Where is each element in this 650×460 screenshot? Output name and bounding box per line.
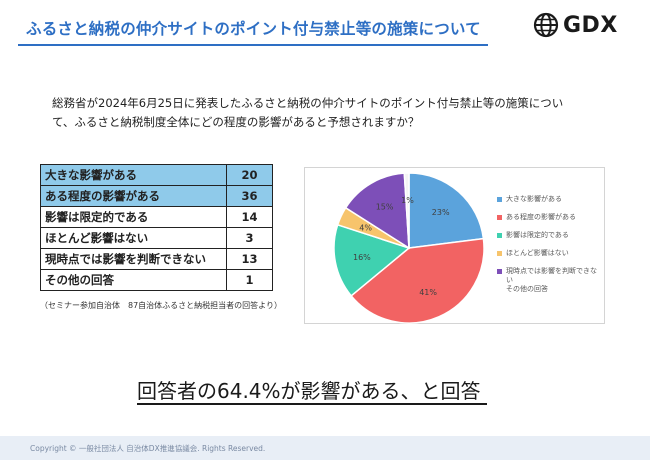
pie-slice <box>350 237 485 324</box>
legend-label: その他の回答 <box>506 285 548 293</box>
table-row: 現時点では影響を判断できない 13 <box>40 248 273 270</box>
row-label: 大きな影響がある <box>40 164 227 186</box>
slice-label: 23% <box>432 208 450 217</box>
conclusion-text: 回答者の64.4%が影響がある、と回答 <box>137 379 481 403</box>
copyright-text: Copyright © 一般社団法人 自治体DX推進協議会. Rights Re… <box>30 444 266 453</box>
source-note: （セミナー参加自治体 87自治体ふるさと納税担当者の回答より） <box>40 301 283 310</box>
title-underline <box>18 44 488 46</box>
row-value: 20 <box>226 164 273 186</box>
slice-label: 4% <box>359 224 372 233</box>
legend-label: 影響は限定的である <box>506 231 569 239</box>
legend-label: 現時点では影響を判断できない <box>506 267 597 284</box>
row-label: その他の回答 <box>40 269 227 291</box>
pie-slice <box>403 172 410 249</box>
row-value: 36 <box>226 185 273 207</box>
legend-label: ある程度の影響がある <box>506 213 576 221</box>
conclusion-underline <box>137 403 487 405</box>
pie-slice <box>344 172 410 250</box>
results-table: 大きな影響がある 20 ある程度の影響がある 36 影響は限定的である 14 ほ… <box>40 164 273 291</box>
legend-label: ほとんど影響はない <box>506 249 569 257</box>
globe-icon <box>533 12 559 38</box>
row-value: 14 <box>226 206 273 228</box>
slice-label: 15% <box>376 203 394 212</box>
gdx-logo: GDX <box>533 12 633 40</box>
legend-item: ある程度の影響がある <box>497 213 601 222</box>
legend-swatch <box>497 287 502 292</box>
slice-label: 16% <box>353 253 371 262</box>
legend-swatch <box>497 215 502 220</box>
pie-chart: 23% 41% 16% 4% 15% 1% <box>333 172 485 324</box>
legend-swatch <box>497 251 502 256</box>
question-line: 総務省が2024年6月25日に発表したふるさと納税の仲介サイトのポイント付与禁止… <box>52 96 564 110</box>
page-title: ふるさと納税の仲介サイトのポイント付与禁止等の施策について <box>26 20 481 38</box>
legend-item: その他の回答 <box>497 285 601 294</box>
legend-item: 大きな影響がある <box>497 195 601 204</box>
row-value: 13 <box>226 248 273 270</box>
legend-swatch <box>497 197 502 202</box>
row-value: 3 <box>226 227 273 249</box>
footer-bar: Copyright © 一般社団法人 自治体DX推進協議会. Rights Re… <box>0 436 650 460</box>
slice-label: 1% <box>401 196 414 205</box>
logo-text: GDX <box>563 13 618 38</box>
row-label: 現時点では影響を判断できない <box>40 248 227 270</box>
pie-slice <box>408 172 485 249</box>
row-label: ある程度の影響がある <box>40 185 227 207</box>
question-line: て、ふるさと納税制度全体にどの程度の影響があると予想されますか？ <box>52 115 420 129</box>
slice-label: 41% <box>419 288 437 297</box>
row-label: 影響は限定的である <box>40 206 227 228</box>
row-label: ほとんど影響はない <box>40 227 227 249</box>
table-row: 大きな影響がある 20 <box>40 164 273 186</box>
legend-swatch <box>497 233 502 238</box>
table-row: ほとんど影響はない 3 <box>40 227 273 249</box>
table-row: ある程度の影響がある 36 <box>40 185 273 207</box>
legend-label: 大きな影響がある <box>506 195 562 203</box>
row-value: 1 <box>226 269 273 291</box>
chart-legend: 大きな影響がある ある程度の影響がある 影響は限定的である ほとんど影響はない … <box>497 195 601 294</box>
legend-item: 影響は限定的である <box>497 231 601 240</box>
table-row: その他の回答 1 <box>40 269 273 291</box>
legend-swatch <box>497 269 502 274</box>
pie-chart-panel: 23% 41% 16% 4% 15% 1% <box>304 167 605 324</box>
legend-item: ほとんど影響はない <box>497 249 601 258</box>
table-row: 影響は限定的である 14 <box>40 206 273 228</box>
survey-question: 総務省が2024年6月25日に発表したふるさと納税の仲介サイトのポイント付与禁止… <box>52 94 612 132</box>
legend-item: 現時点では影響を判断できない <box>497 267 601 285</box>
